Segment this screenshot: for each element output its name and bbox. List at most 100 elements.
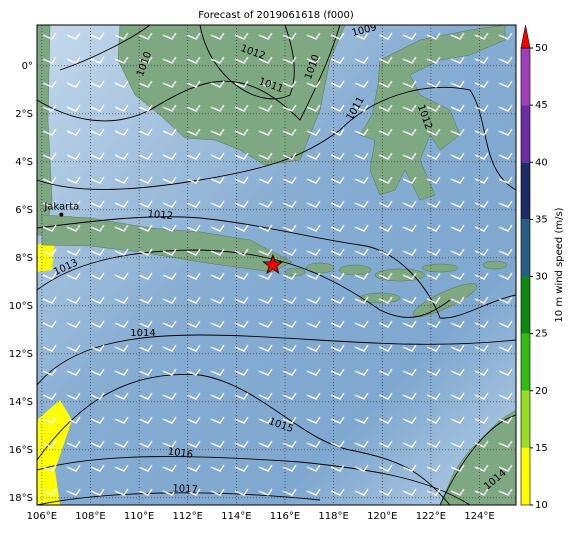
wind-barb — [426, 152, 441, 160]
wind-barb — [186, 80, 201, 88]
colorbar-bin — [521, 276, 530, 334]
wind-barb — [90, 104, 105, 112]
wind-barb — [42, 392, 57, 400]
wind-barb — [330, 464, 345, 472]
wind-barb — [426, 464, 441, 472]
wind-barb — [354, 152, 369, 160]
x-tick-label: 118°E — [318, 511, 348, 522]
wind-barb — [498, 440, 513, 448]
wind-barb — [450, 488, 465, 496]
wind-barb — [498, 392, 513, 400]
wind-barb — [426, 176, 441, 184]
wind-barb — [474, 176, 489, 184]
wind-barb — [402, 296, 417, 304]
wind-barb — [378, 128, 393, 136]
wind-barb — [114, 56, 129, 64]
wind-barb — [42, 272, 57, 280]
wind-barb — [426, 392, 441, 400]
wind-barb — [354, 416, 369, 424]
wind-barb — [378, 344, 393, 352]
wind-barb — [210, 272, 225, 280]
wind-barb — [42, 224, 57, 232]
wind-barb — [186, 392, 201, 400]
wind-barb — [498, 416, 513, 424]
wind-barb — [210, 416, 225, 424]
wind-barb — [186, 464, 201, 472]
wind-barb — [210, 440, 225, 448]
wind-barb — [114, 320, 129, 328]
wind-barb — [378, 488, 393, 496]
wind-barb — [426, 344, 441, 352]
colorbar-tick-label: 45 — [535, 100, 548, 111]
wind-barb — [330, 320, 345, 328]
wind-barb — [258, 488, 273, 496]
wind-barb — [90, 224, 105, 232]
wind-barb — [354, 464, 369, 472]
wind-barb — [450, 416, 465, 424]
wind-barb — [450, 200, 465, 208]
wind-barb — [402, 80, 417, 88]
wind-barb — [354, 32, 369, 40]
wind-barb — [450, 56, 465, 64]
wind-barb — [402, 200, 417, 208]
wind-barb — [42, 152, 57, 160]
wind-barb — [42, 296, 57, 304]
wind-barb — [186, 368, 201, 376]
wind-barb — [498, 200, 513, 208]
wind-barb — [474, 104, 489, 112]
wind-barb — [162, 344, 177, 352]
wind-barb — [474, 152, 489, 160]
wind-barb — [162, 80, 177, 88]
wind-barb — [474, 344, 489, 352]
wind-barb — [258, 272, 273, 280]
colorbar-tick-label: 25 — [535, 329, 548, 340]
wind-barb — [282, 440, 297, 448]
wind-barb — [306, 368, 321, 376]
wind-barb — [306, 248, 321, 256]
wind-barb — [354, 368, 369, 376]
wind-barb — [282, 80, 297, 88]
wind-barb — [186, 344, 201, 352]
wind-barb — [90, 248, 105, 256]
wind-barb — [162, 248, 177, 256]
wind-barb — [186, 32, 201, 40]
wind-barb — [282, 176, 297, 184]
wind-barb — [330, 416, 345, 424]
wind-barb — [138, 176, 153, 184]
wind-barb — [426, 488, 441, 496]
wind-barb — [138, 104, 153, 112]
wind-barb — [258, 320, 273, 328]
colorbar-tick-label: 10 — [535, 500, 548, 511]
wind-barb — [402, 488, 417, 496]
wind-barb — [450, 80, 465, 88]
wind-barb — [306, 416, 321, 424]
wind-barb — [138, 320, 153, 328]
wind-barb — [498, 272, 513, 280]
wind-barb — [306, 440, 321, 448]
wind-barb — [234, 320, 249, 328]
wind-barb — [450, 440, 465, 448]
wind-barb — [90, 80, 105, 88]
wind-barb — [426, 200, 441, 208]
wind-barb — [282, 56, 297, 64]
wind-barb — [498, 464, 513, 472]
wind-barb — [138, 248, 153, 256]
wind-barb — [282, 392, 297, 400]
wind-barb — [210, 56, 225, 64]
wind-barb — [66, 440, 81, 448]
wind-barb — [234, 56, 249, 64]
wind-barb — [450, 392, 465, 400]
wind-barb — [234, 416, 249, 424]
wind-barb — [498, 224, 513, 232]
wind-barb — [138, 224, 153, 232]
wind-barb — [66, 248, 81, 256]
wind-barb — [114, 176, 129, 184]
wind-barb — [474, 80, 489, 88]
wind-barb — [378, 248, 393, 256]
wind-barb — [234, 224, 249, 232]
wind-barb — [498, 488, 513, 496]
wind-barb — [330, 296, 345, 304]
wind-barb — [114, 440, 129, 448]
wind-barb — [354, 200, 369, 208]
wind-barb — [114, 488, 129, 496]
